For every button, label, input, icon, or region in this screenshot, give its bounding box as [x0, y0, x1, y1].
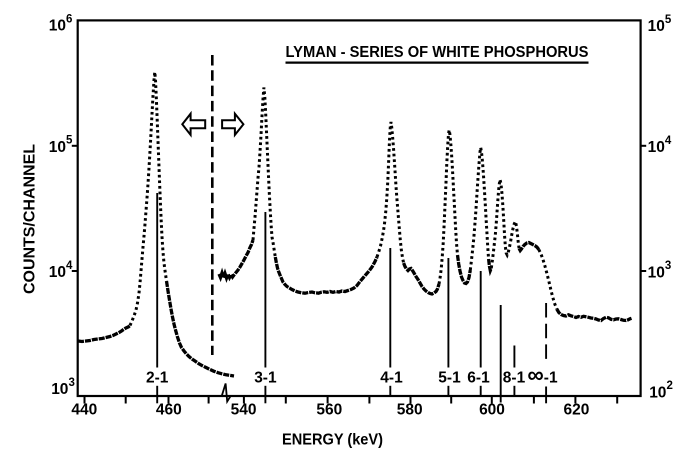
svg-text:460: 460: [156, 402, 182, 419]
svg-text:2-1: 2-1: [146, 370, 169, 387]
svg-text:620: 620: [563, 402, 589, 419]
svg-text:540: 540: [231, 402, 257, 419]
svg-text:5-1: 5-1: [438, 370, 461, 387]
svg-text:600: 600: [479, 402, 505, 419]
svg-text:580: 580: [397, 402, 423, 419]
svg-text:8-1: 8-1: [503, 370, 526, 387]
svg-text:3-1: 3-1: [254, 370, 277, 387]
svg-text:4-1: 4-1: [380, 370, 403, 387]
svg-text:ENERGY (keV): ENERGY (keV): [282, 432, 383, 449]
svg-text:COUNTS/CHANNEL: COUNTS/CHANNEL: [22, 144, 39, 294]
svg-text:6-1: 6-1: [467, 370, 490, 387]
svg-text:LYMAN - SERIES OF WHITE PHOSPH: LYMAN - SERIES OF WHITE PHOSPHORUS: [286, 44, 589, 61]
svg-text:560: 560: [316, 402, 342, 419]
svg-text:440: 440: [71, 402, 97, 419]
